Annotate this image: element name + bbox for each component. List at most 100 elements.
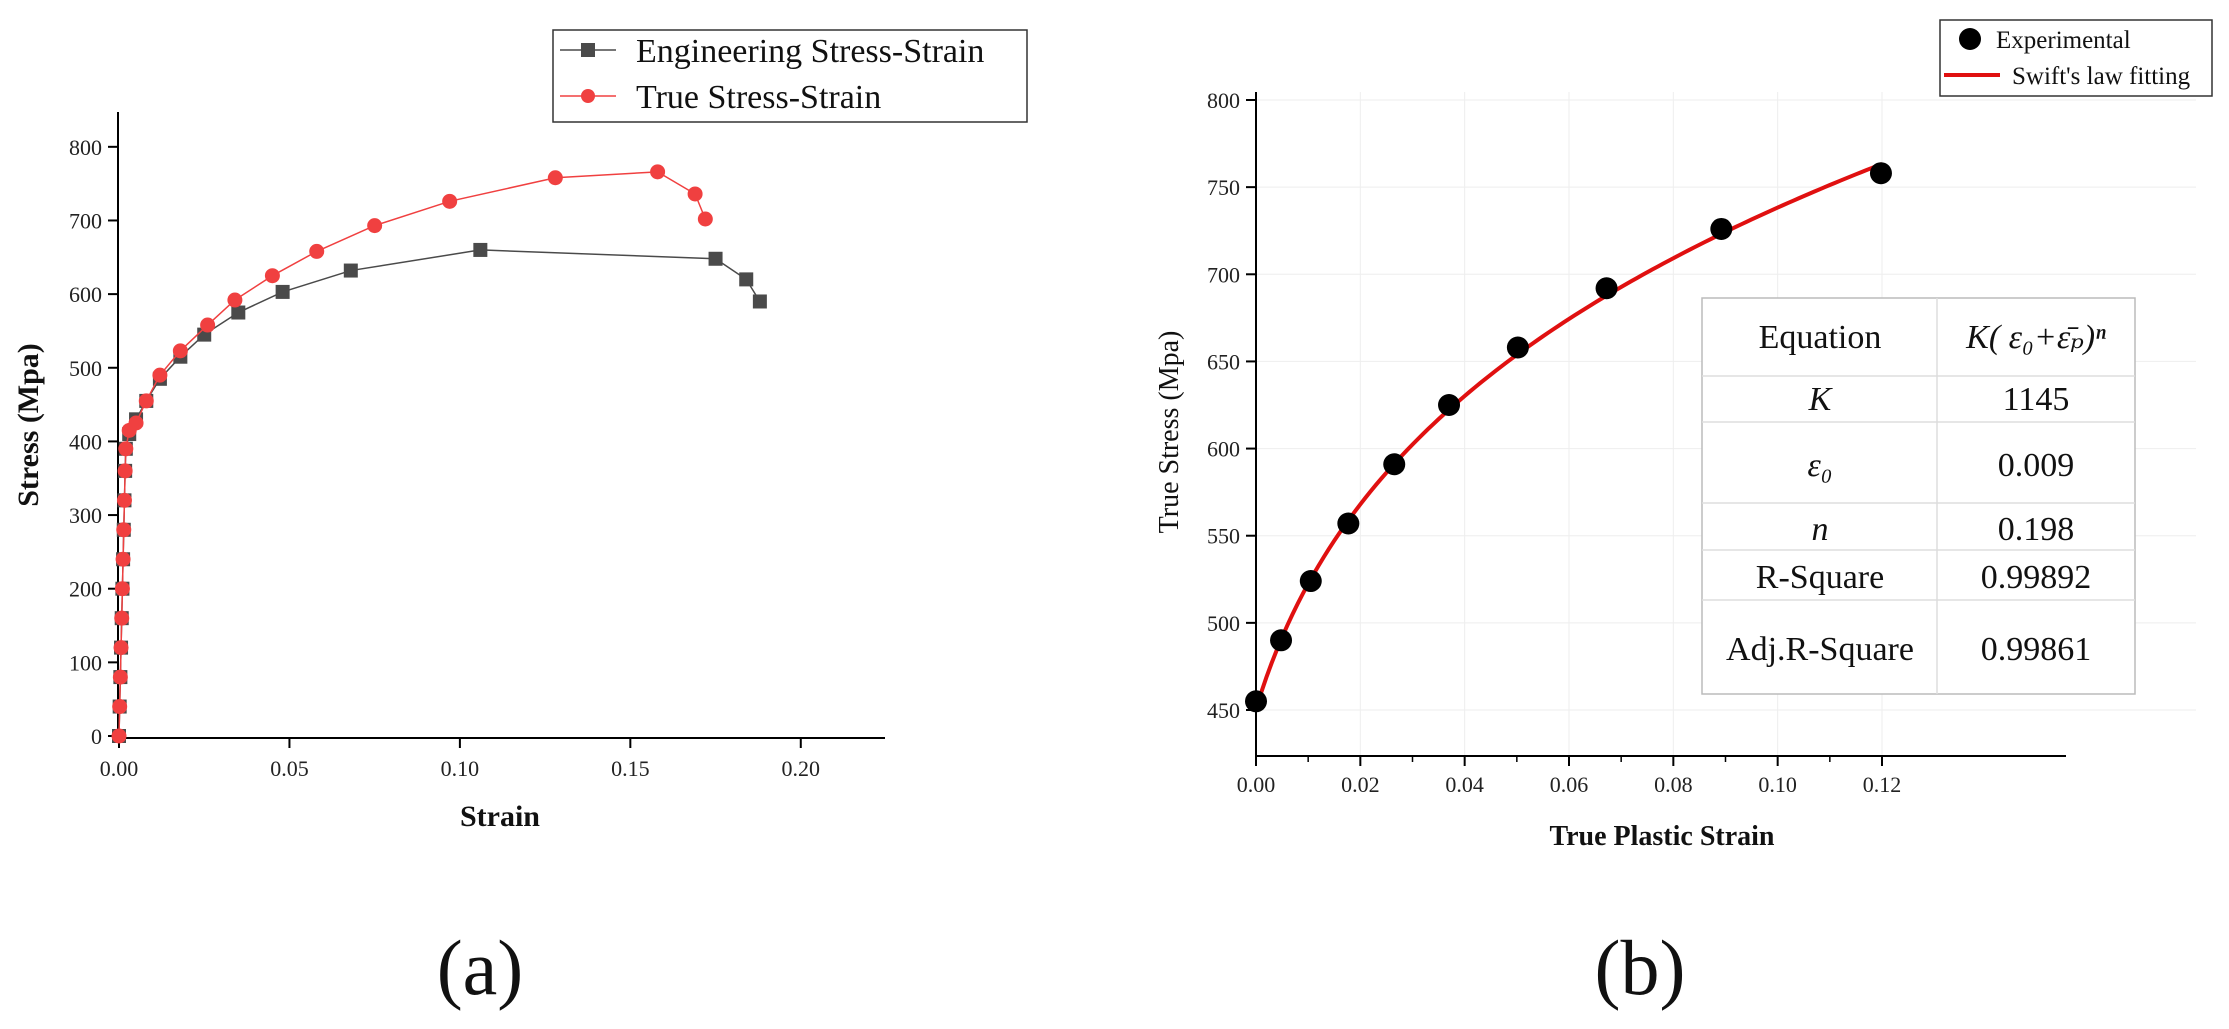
x-tick-label: 0.10	[1758, 772, 1797, 797]
x-tick-label: 0.15	[611, 756, 650, 781]
x-tick-label: 0.06	[1550, 772, 1589, 797]
stats-param-adj-r2: Adj.R-Square	[1726, 631, 1914, 668]
stats-param-n: n	[1812, 511, 1829, 548]
y-tick-label: 800	[1207, 88, 1240, 113]
panel-b-y-label: True Stress (Mpa)	[1154, 331, 1185, 534]
legend-fit-label: Swift's law fitting	[2012, 63, 2191, 90]
stats-table-box	[1701, 297, 2136, 695]
stats-table: Equation K( ε₀+ε̄ₚ)ⁿ K 1145 ε₀ 0.009 n 0…	[1701, 297, 2136, 695]
experimental-point	[1438, 394, 1461, 416]
panel-b-y-ticks: 450 500 550 600 650 700 750 800	[1207, 88, 1256, 723]
x-tick-label: 0.05	[270, 756, 309, 781]
legend-exp-marker	[1959, 28, 1981, 50]
true-point	[138, 393, 154, 409]
engineering-point	[343, 263, 358, 278]
y-tick-label: 400	[69, 429, 102, 454]
y-tick-label: 600	[69, 282, 102, 307]
y-tick-label: 550	[1207, 524, 1240, 549]
experimental-point	[1506, 336, 1529, 359]
y-tick-label: 100	[69, 650, 102, 675]
panel-label-b: (b)	[1595, 924, 1686, 1011]
true-point	[264, 268, 280, 284]
y-tick-label: 700	[1207, 262, 1240, 287]
engineering-point	[739, 272, 754, 287]
engineering-point	[752, 294, 767, 309]
panel-a-y-ticks: 0 100 200 300 400 500 600 700 800	[69, 135, 118, 749]
engineering-curve	[118, 249, 761, 737]
y-tick-label: 450	[1207, 698, 1240, 723]
experimental-point	[1710, 217, 1733, 240]
y-tick-label: 500	[69, 356, 102, 381]
true-point	[687, 186, 703, 202]
true-point	[116, 492, 132, 508]
panel-a-series	[111, 164, 767, 744]
stats-equation-label: Equation	[1759, 319, 1882, 356]
stats-value-eps0: 0.009	[1998, 447, 2075, 484]
true-point	[113, 640, 129, 656]
experimental-point	[1383, 453, 1406, 476]
true-point	[116, 522, 132, 538]
x-tick-label: 0.20	[782, 756, 821, 781]
y-tick-label: 0	[91, 724, 102, 749]
y-tick-label: 700	[69, 208, 102, 233]
true-point	[112, 699, 128, 715]
true-point	[114, 610, 130, 626]
panel-b-x-ticks: 0.00 0.02 0.04 0.06 0.08 0.10 0.12	[1237, 756, 1902, 797]
y-tick-label: 800	[69, 135, 102, 160]
x-tick-label: 0.10	[441, 756, 480, 781]
x-tick-label: 0.04	[1445, 772, 1484, 797]
true-point	[227, 292, 243, 308]
experimental-point	[1245, 690, 1267, 713]
legend-exp-label: Experimental	[1996, 27, 2131, 54]
true-point	[309, 243, 325, 259]
x-tick-label: 0.12	[1863, 772, 1902, 797]
true-point	[547, 170, 563, 186]
true-point	[128, 415, 144, 431]
stats-equation: K( ε₀+ε̄ₚ)ⁿ	[1965, 319, 2106, 356]
experimental-point	[1337, 512, 1360, 535]
true-point	[111, 728, 127, 744]
legend-true-marker	[581, 89, 595, 103]
x-tick-label: 0.00	[1237, 772, 1276, 797]
true-point	[650, 164, 666, 180]
panel-a-x-ticks: 0.00 0.05 0.10 0.15 0.20	[100, 738, 820, 781]
stats-param-r2: R-Square	[1756, 559, 1884, 596]
engineering-point	[708, 251, 723, 266]
legend-eng-marker	[581, 43, 595, 57]
panel-a-legend-box	[552, 29, 1028, 123]
true-point	[200, 317, 216, 333]
legend-true-label: True Stress-Strain	[636, 79, 881, 116]
panel-a-legend: Engineering Stress-Strain True Stress-St…	[552, 29, 1028, 123]
stats-value-adj-r2: 0.99861	[1981, 631, 2092, 668]
true-curve	[118, 171, 707, 737]
y-tick-label: 650	[1207, 349, 1240, 374]
panel-a-x-label: Strain	[460, 800, 540, 833]
stats-param-eps0: ε₀	[1807, 447, 1832, 484]
experimental-point	[1595, 277, 1618, 300]
x-tick-label: 0.00	[100, 756, 139, 781]
panel-a: 0.00 0.05 0.10 0.15 0.20 0 100 200 300 400 500 600…	[12, 29, 1028, 833]
engineering-point	[275, 284, 290, 299]
y-tick-label: 750	[1207, 175, 1240, 200]
true-point	[697, 211, 713, 227]
stats-value-r2: 0.99892	[1981, 559, 2092, 596]
experimental-point	[1299, 570, 1322, 593]
stats-param-k: K	[1808, 381, 1834, 418]
stats-value-n: 0.198	[1998, 511, 2075, 548]
true-point	[117, 463, 133, 479]
panel-b-legend: Experimental Swift's law fitting	[1939, 19, 2213, 97]
panel-b-series	[1245, 162, 1892, 713]
engineering-point	[473, 242, 488, 257]
panel-b-x-label: True Plastic Strain	[1549, 821, 1774, 852]
x-tick-label: 0.02	[1341, 772, 1380, 797]
engineering-point	[231, 305, 246, 320]
swift-fit-curve	[1254, 162, 1883, 710]
experimental-point	[1869, 162, 1892, 185]
true-point	[367, 218, 383, 234]
panel-label-a: (a)	[437, 924, 524, 1011]
y-tick-label: 300	[69, 503, 102, 528]
true-point	[115, 551, 131, 567]
true-point	[442, 193, 458, 209]
y-tick-label: 500	[1207, 611, 1240, 636]
